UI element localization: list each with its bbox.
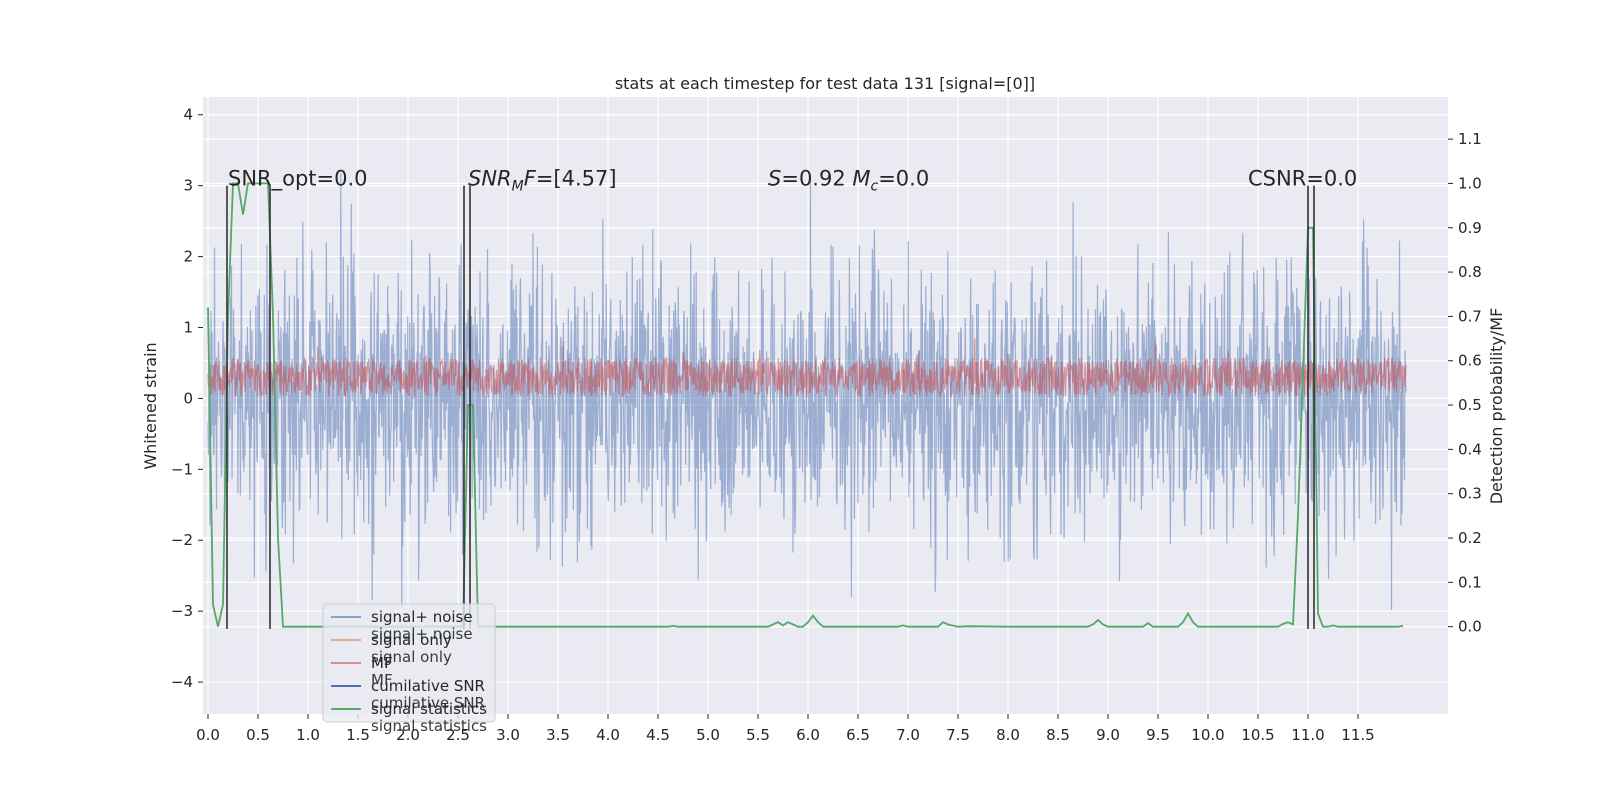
x-tick-label: 6.0 — [796, 726, 820, 744]
legend-ghost-label: cumilative SNR — [371, 694, 485, 712]
y-tick-label: −4 — [171, 673, 193, 691]
x-tick-label: 10.5 — [1241, 726, 1274, 744]
x-tick-label: 2.0 — [396, 726, 420, 744]
y2-tick-label: 0.7 — [1458, 307, 1482, 325]
legend-label: signal+ noise — [371, 608, 473, 626]
x-tick-label: 10.0 — [1191, 726, 1224, 744]
series-signal-statistics — [207, 182, 1404, 628]
y-tick-label: −3 — [171, 602, 193, 620]
x-tick-label: 8.0 — [996, 726, 1020, 744]
x-axis: 0.0 0.5 1.0 1.5 2.0 2.5 3.0 3.5 4.0 4.5 5.0 5.5 6.0 6… — [196, 714, 1375, 744]
annotation: SNRMF=[4.57] — [468, 167, 617, 195]
x-tick-label: 3.0 — [496, 726, 520, 744]
legend-ghost-label: signal statistics — [371, 717, 487, 735]
x-tick-label: 4.0 — [596, 726, 620, 744]
y2-tick-label: 0.1 — [1458, 573, 1482, 591]
legend-ghost-label: signal only — [371, 648, 452, 666]
x-tick-label: 11.5 — [1341, 726, 1374, 744]
y2-tick-label: 0.9 — [1458, 219, 1482, 237]
y2-tick-label: 1.1 — [1458, 130, 1482, 148]
x-tick-label: 1.0 — [296, 726, 320, 744]
y-tick-label: 0 — [183, 389, 193, 407]
legend-label: cumilative SNR — [371, 677, 485, 695]
x-tick-label: 7.5 — [946, 726, 970, 744]
x-tick-label: 9.5 — [1146, 726, 1170, 744]
chart-title: stats at each timestep for test data 131… — [615, 74, 1035, 93]
y-axis-left: −4 −3 −2 −1 0 1 2 3 4 — [171, 106, 203, 691]
legend-label: MF — [371, 654, 393, 672]
series-line-signal-plus-noise — [207, 172, 1407, 610]
annotation: SNR_opt=0.0 — [228, 167, 368, 192]
x-tick-label: 5.5 — [746, 726, 770, 744]
y2-tick-label: 1.0 — [1458, 174, 1482, 192]
legend-label: signal only — [371, 631, 452, 649]
y-tick-label: −2 — [171, 531, 193, 549]
x-tick-label: 3.5 — [546, 726, 570, 744]
x-tick-label: 5.0 — [696, 726, 720, 744]
legend-label: signal statistics — [371, 700, 487, 718]
series-signal-plus-noise — [207, 172, 1407, 610]
y2-axis-title: Detection probability/MF — [1487, 308, 1506, 505]
x-tick-label: 11.0 — [1291, 726, 1324, 744]
annotation: CSNR=0.0 — [1248, 167, 1357, 191]
y2-tick-label: 0.3 — [1458, 485, 1482, 503]
y2-tick-label: 0.8 — [1458, 263, 1482, 281]
y-axis-right: 0.0 0.1 0.2 0.3 0.4 0.5 0.6 0.7 0.8 0.9 1.0 1.1 — [1448, 130, 1482, 636]
legend-ghost-label: MF — [371, 671, 393, 689]
y2-tick-label: 0.2 — [1458, 529, 1482, 547]
x-tick-label: 8.5 — [1046, 726, 1070, 744]
x-tick-label: 0.0 — [196, 726, 220, 744]
y-tick-label: 2 — [183, 248, 193, 266]
x-tick-label: 7.0 — [896, 726, 920, 744]
x-tick-label: 6.5 — [846, 726, 870, 744]
marker-lines — [226, 185, 1315, 629]
y-axis-title: Whitened strain — [141, 342, 160, 469]
legend-ghost-label: signal+ noise — [371, 625, 473, 643]
x-tick-label: 2.5 — [446, 726, 470, 744]
annotation: S=0.92 Mc=0.0 — [768, 167, 929, 195]
y-tick-label: −1 — [171, 460, 193, 478]
series-line-signal-statistics — [207, 182, 1404, 628]
series-mf — [207, 338, 1407, 399]
y-tick-label: 3 — [183, 177, 193, 195]
x-tick-label: 4.5 — [646, 726, 670, 744]
y2-tick-label: 0.6 — [1458, 352, 1482, 370]
y-tick-label: 1 — [183, 318, 193, 336]
x-tick-label: 1.5 — [346, 726, 370, 744]
legend-box — [322, 603, 496, 723]
y2-tick-label: 0.0 — [1458, 618, 1482, 636]
series-line-mf — [207, 338, 1407, 399]
y-tick-label: 4 — [183, 106, 193, 124]
x-tick-label: 9.0 — [1096, 726, 1120, 744]
annotations: SNR_opt=0.0 SNRMF=[4.57] S=0.92 Mc=0.0 CSNR… — [228, 167, 1357, 195]
y2-tick-label: 0.4 — [1458, 440, 1482, 458]
y2-tick-label: 0.5 — [1458, 396, 1482, 414]
x-tick-label: 0.5 — [246, 726, 270, 744]
